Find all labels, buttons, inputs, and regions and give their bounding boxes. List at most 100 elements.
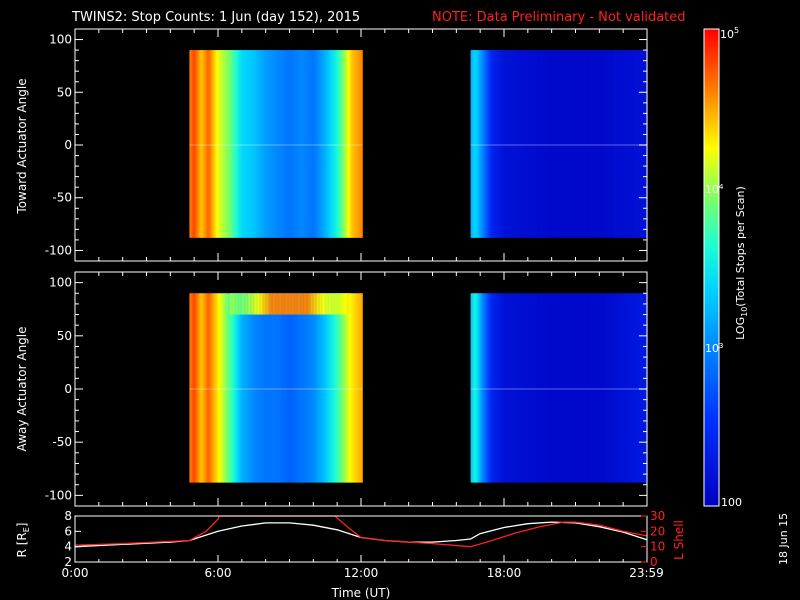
heatmap-column bbox=[297, 293, 300, 483]
heatmap-column bbox=[264, 293, 267, 483]
heatmap-column bbox=[233, 50, 236, 238]
heatmap-column bbox=[204, 50, 207, 238]
heatmap-column bbox=[536, 50, 538, 238]
heatmap-column bbox=[471, 50, 474, 238]
heatmap-column bbox=[486, 50, 488, 238]
heatmap-column bbox=[324, 50, 326, 238]
heatmap-column bbox=[588, 50, 591, 238]
heatmap-column bbox=[225, 293, 227, 483]
heatmap-column bbox=[631, 50, 634, 238]
heatmap-column bbox=[536, 293, 538, 483]
heatmap-column bbox=[200, 293, 202, 483]
heatmap-column bbox=[313, 50, 316, 238]
heatmap-column bbox=[552, 50, 555, 238]
x-tick-label: 0:00 bbox=[62, 566, 89, 580]
heatmap-band-cell bbox=[293, 293, 295, 315]
heatmap-column bbox=[539, 293, 542, 483]
heatmap-column bbox=[256, 50, 258, 238]
heatmap-column bbox=[493, 50, 496, 238]
heatmap-column bbox=[561, 50, 563, 238]
heatmap-band-cell bbox=[276, 293, 279, 315]
away-axis: 100 50 0 -50 -100 bbox=[45, 272, 648, 506]
heatmap-column bbox=[601, 293, 604, 483]
heatmap-column bbox=[596, 50, 599, 238]
heatmap-band-cell bbox=[285, 293, 288, 315]
heatmap-column bbox=[244, 293, 247, 483]
heatmap-band-cell bbox=[318, 293, 320, 315]
heatmap-column bbox=[532, 293, 535, 483]
heatmap-column bbox=[557, 293, 560, 483]
heatmap-column bbox=[319, 50, 322, 238]
heatmap-column bbox=[355, 293, 357, 483]
toward-ylabel: Toward Actuator Angle bbox=[15, 78, 29, 214]
heatmap-column bbox=[252, 293, 255, 483]
heatmap-band-cell bbox=[310, 293, 313, 315]
y-tick-label: 0 bbox=[64, 138, 72, 152]
heatmap-column bbox=[197, 50, 200, 238]
heatmap-column bbox=[589, 293, 592, 483]
heatmap-column bbox=[548, 293, 550, 483]
heatmap-band-cell bbox=[240, 293, 243, 315]
x-tick-label: 6:00 bbox=[205, 566, 232, 580]
heatmap-column bbox=[521, 293, 524, 483]
heatmap-band-cell bbox=[306, 293, 308, 315]
heatmap-column bbox=[300, 293, 303, 483]
heatmap-column bbox=[526, 293, 529, 483]
heatmap-column bbox=[484, 293, 487, 483]
heatmap-column bbox=[316, 50, 319, 238]
heatmap-band-cell bbox=[271, 293, 274, 315]
heatmap-column bbox=[590, 293, 593, 483]
heatmap-column bbox=[474, 293, 476, 483]
heatmap-column bbox=[502, 50, 505, 238]
heatmap-column bbox=[250, 293, 252, 483]
chart-title: TWINS2: Stop Counts: 1 Jun (day 152), 20… bbox=[71, 10, 360, 25]
heatmap-column bbox=[607, 293, 610, 483]
heatmap-band-cell bbox=[295, 293, 298, 315]
heatmap-column bbox=[226, 293, 229, 483]
heatmap-column bbox=[228, 293, 231, 483]
heatmap-column bbox=[328, 293, 331, 483]
toward-panel: 100 50 0 -50 -100 Toward Actuator Angle bbox=[15, 28, 648, 262]
heatmap-band-cell bbox=[316, 293, 319, 315]
heatmap-column bbox=[641, 293, 643, 483]
heatmap-column bbox=[614, 293, 617, 483]
heatmap-column bbox=[320, 50, 323, 238]
heatmap-column bbox=[523, 293, 525, 483]
heatmap-column bbox=[247, 293, 250, 483]
heatmap-band-cell bbox=[312, 293, 314, 315]
heatmap-column bbox=[290, 50, 293, 238]
heatmap-column bbox=[254, 293, 257, 483]
heatmap-band-cell bbox=[287, 293, 289, 315]
heatmap-band-cell bbox=[268, 293, 270, 315]
heatmap-column bbox=[635, 293, 637, 483]
heatmap-column bbox=[569, 50, 572, 238]
heatmap-column bbox=[585, 50, 587, 238]
heatmap-column bbox=[232, 50, 235, 238]
heatmap-column bbox=[333, 293, 336, 483]
heatmap-column bbox=[504, 293, 506, 483]
heatmap-column bbox=[490, 293, 493, 483]
heatmap-column bbox=[621, 50, 624, 238]
heatmap-column bbox=[244, 50, 247, 238]
heatmap-column bbox=[569, 293, 572, 483]
heatmap-column bbox=[223, 293, 226, 483]
heatmap-column bbox=[322, 293, 325, 483]
heatmap-column bbox=[599, 293, 602, 483]
heatmap-band-cell bbox=[313, 293, 316, 315]
heatmap-column bbox=[214, 293, 217, 483]
y-tick-label: -50 bbox=[52, 435, 72, 449]
heatmap-column bbox=[276, 293, 279, 483]
heatmap-column bbox=[612, 50, 615, 238]
heatmap-column bbox=[283, 50, 286, 238]
heatmap-column bbox=[579, 293, 581, 483]
heatmap-column bbox=[530, 293, 533, 483]
heatmap-column bbox=[318, 293, 320, 483]
heatmap-column bbox=[550, 50, 553, 238]
heatmap-column bbox=[303, 50, 306, 238]
heatmap-column bbox=[299, 293, 301, 483]
heatmap-band-cell bbox=[325, 293, 328, 315]
heatmap-column bbox=[208, 293, 211, 483]
heatmap-column bbox=[265, 293, 268, 483]
heatmap-column bbox=[540, 293, 543, 483]
